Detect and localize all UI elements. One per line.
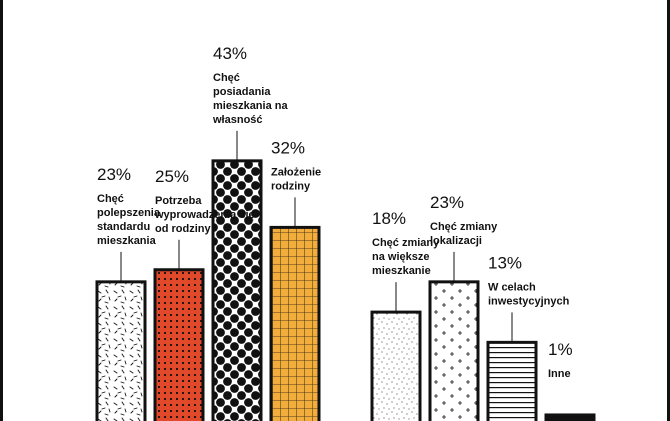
bar [486,340,538,421]
category-label: własność [212,114,263,126]
bar [211,159,263,421]
value-label: 25% [155,167,189,186]
category-label: Chęć zmiany [372,237,440,249]
category-label: Chęć zmiany [430,221,498,233]
value-label: 23% [430,193,464,212]
category-label: posiadania [213,86,271,98]
category-label: na większe [372,251,429,263]
category-label: od rodziny [155,223,211,235]
category-label: wyprowadzenia się [154,209,255,221]
category-label: Założenie [271,166,321,178]
value-label: 43% [213,44,247,63]
value-label: 23% [97,165,131,184]
category-label: Potrzeba [155,195,202,207]
value-label: 1% [548,340,573,359]
category-label: polepszenia [97,207,161,219]
left-frame-line [0,0,3,421]
category-label: W celach [488,281,536,293]
labels-layer: 23% Chęć polepszenia standardu mieszkania 25%… [97,44,573,380]
bar [153,268,205,421]
bar [370,310,422,421]
category-label: Inne [548,368,571,380]
category-label: rodziny [271,180,311,192]
category-label: lokalizacji [430,235,482,247]
value-label: 32% [271,138,305,157]
value-label: 13% [488,253,522,272]
bar [544,413,596,421]
category-label: mieszkania na [213,100,288,112]
category-label: mieszkanie [372,265,431,277]
category-label: inwestycyjnych [488,295,570,307]
right-frame-line [667,0,670,421]
bar [269,225,321,421]
value-label: 18% [372,209,406,228]
category-label: mieszkania [97,235,157,247]
bar [428,280,480,421]
category-label: Chęć [97,193,124,205]
category-label: standardu [97,221,150,233]
category-label: Chęć [213,72,240,84]
bar [95,280,147,421]
